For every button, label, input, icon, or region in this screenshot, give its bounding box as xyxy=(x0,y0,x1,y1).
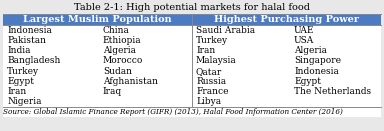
Text: Singapore: Singapore xyxy=(294,56,341,65)
Text: USA: USA xyxy=(294,36,314,45)
Bar xyxy=(3,14,381,117)
Text: Egypt: Egypt xyxy=(7,77,34,86)
Text: The Netherlands: The Netherlands xyxy=(294,87,371,96)
Text: UAE: UAE xyxy=(294,26,314,35)
Text: Algeria: Algeria xyxy=(103,46,136,55)
Text: Turkey: Turkey xyxy=(196,36,228,45)
Text: France: France xyxy=(196,87,228,96)
Text: India: India xyxy=(7,46,30,55)
Text: Indonesia: Indonesia xyxy=(294,67,339,76)
Text: China: China xyxy=(103,26,130,35)
Text: Nigeria: Nigeria xyxy=(7,97,41,106)
Text: Bangladesh: Bangladesh xyxy=(7,56,60,65)
Text: Highest Purchasing Power: Highest Purchasing Power xyxy=(214,15,359,24)
Text: Saudi Arabia: Saudi Arabia xyxy=(196,26,255,35)
Text: Afghanistan: Afghanistan xyxy=(103,77,158,86)
Text: Sudan: Sudan xyxy=(103,67,132,76)
Text: Egypt: Egypt xyxy=(294,77,321,86)
Text: Iran: Iran xyxy=(196,46,215,55)
Text: Ethiopia: Ethiopia xyxy=(103,36,141,45)
Text: Largest Muslim Population: Largest Muslim Population xyxy=(23,15,172,24)
Text: Qatar: Qatar xyxy=(196,67,222,76)
Text: Algeria: Algeria xyxy=(294,46,327,55)
Bar xyxy=(3,14,192,25)
Text: Table 2-1: High potential markets for halal food: Table 2-1: High potential markets for ha… xyxy=(74,3,310,12)
Text: Iraq: Iraq xyxy=(103,87,122,96)
Text: Russia: Russia xyxy=(196,77,226,86)
Text: Iran: Iran xyxy=(7,87,26,96)
Text: Malaysia: Malaysia xyxy=(196,56,237,65)
Text: Pakistan: Pakistan xyxy=(7,36,46,45)
Text: Source: Global Islamic Finance Report (GIFR) (2013), Halal Food Information Cent: Source: Global Islamic Finance Report (G… xyxy=(3,108,343,116)
Bar xyxy=(192,14,381,25)
Text: Morocco: Morocco xyxy=(103,56,143,65)
Text: Libya: Libya xyxy=(196,97,221,106)
Text: Turkey: Turkey xyxy=(7,67,39,76)
Text: Indonesia: Indonesia xyxy=(7,26,52,35)
